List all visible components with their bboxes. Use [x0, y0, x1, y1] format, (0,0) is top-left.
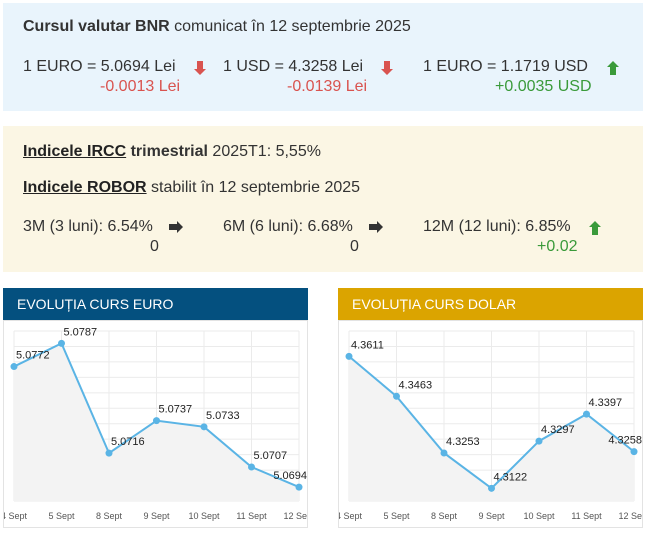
robor-3m-change: 0: [150, 238, 159, 255]
bnr-title-bold: Cursul valutar BNR: [23, 18, 170, 35]
arrow-right-icon: [369, 221, 383, 233]
dolar-x-tick-label: 8 Sept: [431, 511, 458, 521]
euro-x-tick-label: 12 Sept: [283, 511, 307, 521]
rate-euro-ron-change: -0.0013 Lei: [100, 78, 181, 95]
arrow-down-icon: [381, 61, 393, 75]
dolar-data-label: 4.3258: [608, 435, 642, 447]
dolar-x-tick-label: 11 Sept: [571, 511, 602, 521]
euro-data-point[interactable]: [153, 417, 160, 425]
euro-x-tick-label: 8 Sept: [96, 511, 123, 521]
dolar-data-label: 4.3397: [589, 397, 623, 409]
ircc-link[interactable]: Indicele IRCC: [23, 143, 127, 160]
dolar-data-point[interactable]: [393, 392, 400, 400]
arrow-up-icon: [607, 61, 619, 75]
dolar-x-tick-label: 10 Sept: [523, 511, 555, 521]
euro-chart-panel: 5.0772 5.0787 5.0716 5.0737 5.0733 5.0707 5.06…: [1, 320, 315, 528]
rate-usd-ron-change: -0.0139 Lei: [287, 78, 368, 95]
euro-chart: 5.0772 5.0787 5.0716 5.0737 5.0733 5.0707 5.06…: [1, 326, 315, 521]
euro-x-tick-label: 10 Sept: [188, 511, 220, 521]
dolar-x-tick-label: 4 Sept: [339, 511, 363, 521]
robor-date: stabilit în 12 septembrie 2025: [151, 179, 361, 196]
dolar-data-label: 4.3122: [494, 471, 528, 483]
dolar-data-point[interactable]: [488, 484, 495, 492]
dolar-data-label: 4.3297: [541, 424, 575, 436]
robor-12m: 12M (12 luni): 6.85%: [423, 218, 571, 235]
indices-panel: [3, 126, 643, 272]
euro-x-tick-label: 4 Sept: [4, 511, 28, 521]
euro-data-point[interactable]: [295, 483, 303, 491]
dolar-data-label: 4.3611: [351, 339, 384, 351]
robor-row: Indicele ROBOR stabilit în 12 septembrie…: [23, 179, 360, 197]
rate-euro-usd-change: +0.0035 USD: [495, 78, 592, 95]
rate-usd-ron: 1 USD = 4.3258 Lei: [223, 58, 364, 75]
dolar-chart-header: EVOLUȚIA CURS DOLAR: [338, 288, 643, 320]
euro-data-label: 5.0716: [111, 436, 145, 448]
ircc-period-type: trimestrial: [130, 143, 208, 160]
euro-data-label: 5.0707: [254, 450, 288, 462]
arrow-up-icon: [589, 221, 601, 235]
dolar-data-label: 4.3253: [446, 436, 480, 448]
ircc-value: 2025T1: 5,55%: [212, 143, 321, 160]
dolar-data-point[interactable]: [535, 437, 543, 445]
dolar-data-point[interactable]: [583, 410, 590, 418]
rate-euro-usd: 1 EURO = 1.1719 USD: [423, 58, 588, 75]
dolar-x-tick-label: 5 Sept: [383, 511, 410, 521]
euro-x-tick-label: 9 Sept: [143, 511, 170, 521]
arrow-right-icon: [169, 221, 183, 233]
dolar-data-point[interactable]: [345, 352, 353, 360]
robor-link[interactable]: Indicele ROBOR: [23, 179, 147, 196]
bnr-rates-panel: [3, 3, 643, 111]
euro-data-label: 5.0772: [16, 350, 50, 362]
robor-3m: 3M (3 luni): 6.54%: [23, 218, 153, 235]
euro-data-point[interactable]: [248, 463, 255, 471]
ircc-row: Indicele IRCC trimestrial 2025T1: 5,55%: [23, 143, 321, 161]
euro-chart-header: EVOLUȚIA CURS EURO: [3, 288, 308, 320]
euro-x-tick-label: 5 Sept: [48, 511, 75, 521]
rate-euro-ron: 1 EURO = 5.0694 Lei: [23, 58, 176, 75]
bnr-title-rest: comunicat în 12 septembrie 2025: [174, 18, 411, 35]
euro-data-point[interactable]: [58, 339, 65, 347]
euro-x-tick-label: 11 Sept: [236, 511, 267, 521]
euro-data-point[interactable]: [200, 423, 208, 431]
euro-data-label: 5.0787: [64, 326, 98, 338]
dolar-area: [349, 356, 634, 501]
bnr-title: Cursul valutar BNR comunicat în 12 septe…: [23, 18, 411, 36]
euro-data-point[interactable]: [105, 449, 113, 457]
robor-12m-change: +0.02: [537, 238, 578, 255]
dolar-chart-panel: 4.3611 4.3463 4.3253 4.3122 4.3297 4.3397 4.32…: [336, 320, 650, 528]
dolar-x-tick-label: 9 Sept: [478, 511, 505, 521]
euro-data-label: 5.0737: [159, 404, 193, 416]
dolar-data-label: 4.3463: [399, 379, 433, 391]
robor-6m-change: 0: [350, 238, 359, 255]
robor-6m: 6M (6 luni): 6.68%: [223, 218, 353, 235]
euro-data-label: 5.0733: [206, 410, 240, 422]
arrow-down-icon: [194, 61, 206, 75]
euro-data-label: 5.0694: [273, 470, 307, 482]
euro-data-point[interactable]: [10, 363, 18, 371]
dolar-x-tick-label: 12 Sept: [618, 511, 642, 521]
dolar-data-point[interactable]: [630, 448, 638, 456]
dolar-data-point[interactable]: [440, 449, 448, 457]
dolar-chart: 4.3611 4.3463 4.3253 4.3122 4.3297 4.3397 4.32…: [336, 330, 650, 521]
